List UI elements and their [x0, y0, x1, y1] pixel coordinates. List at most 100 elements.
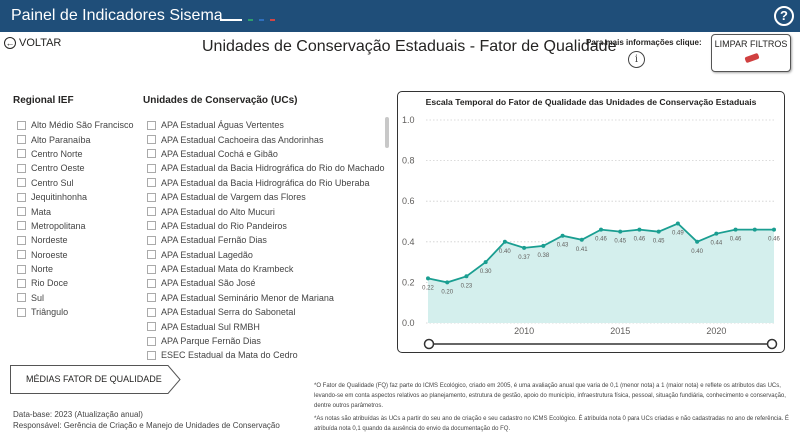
checkbox[interactable] — [147, 307, 156, 317]
checkbox[interactable] — [17, 264, 26, 274]
data-label: 0.44 — [710, 241, 722, 247]
checkbox[interactable] — [17, 149, 26, 159]
uc-item[interactable]: APA Estadual Mata do Krambeck — [147, 262, 384, 276]
checkbox[interactable] — [17, 207, 26, 217]
uc-item-label: APA Estadual Lagedão — [161, 249, 253, 260]
checkbox[interactable] — [17, 235, 26, 245]
regional-item-label: Alto Médio São Francisco — [31, 120, 134, 131]
checkbox[interactable] — [147, 322, 156, 332]
regional-item[interactable]: Triângulo — [17, 305, 134, 319]
checkbox[interactable] — [147, 207, 156, 217]
regional-item-label: Noroeste — [31, 249, 68, 260]
uc-item-label: ESEC Estadual da Mata do Cedro — [161, 350, 298, 361]
y-tick-label: 0.0 — [402, 318, 415, 328]
footnote-1: *O Fator de Qualidade (FQ) faz parte do … — [314, 383, 786, 409]
uc-item[interactable]: APA Estadual Águas Vertentes — [147, 118, 384, 132]
uc-item[interactable]: APA Estadual Sul RMBH — [147, 319, 384, 333]
regional-item[interactable]: Rio Doce — [17, 276, 134, 290]
checkbox[interactable] — [17, 178, 26, 188]
page-title: Unidades de Conservação Estaduais - Fato… — [202, 38, 617, 55]
uc-item[interactable]: ESEC Estadual da Mata do Cedro — [147, 348, 384, 362]
chart-title: Escala Temporal do Fator de Qualidade da… — [426, 97, 757, 107]
uc-item[interactable]: APA Parque Fernão Dias — [147, 334, 384, 348]
data-point — [426, 276, 430, 281]
regional-item[interactable]: Nordeste — [17, 233, 134, 247]
checkbox[interactable] — [147, 250, 156, 260]
checkbox[interactable] — [147, 149, 156, 159]
uc-item[interactable]: APA Estadual da Bacia Hidrográfica do Ri… — [147, 161, 384, 175]
checkbox[interactable] — [17, 250, 26, 260]
chevron-shape — [10, 365, 181, 394]
checkbox[interactable] — [147, 293, 156, 303]
regional-item[interactable]: Centro Norte — [17, 147, 134, 161]
checkbox[interactable] — [147, 163, 156, 173]
checkbox[interactable] — [17, 278, 26, 288]
checkbox[interactable] — [147, 235, 156, 245]
data-point — [752, 227, 757, 232]
info-icon[interactable]: i — [628, 51, 645, 68]
checkbox[interactable] — [17, 120, 26, 130]
y-tick-label: 0.2 — [402, 277, 415, 287]
regional-item-label: Alto Paranaíba — [31, 134, 91, 145]
regional-item-label: Norte — [31, 264, 54, 275]
checkbox[interactable] — [147, 135, 156, 145]
uc-item[interactable]: APA Estadual da Bacia Hidrográfica do Ri… — [147, 176, 384, 190]
checkbox[interactable] — [17, 293, 26, 303]
checkbox[interactable] — [147, 336, 156, 346]
checkbox[interactable] — [17, 307, 26, 317]
ucs-slicer: APA Estadual Águas Vertentes APA Estadual… — [147, 118, 384, 363]
accent-dot — [248, 19, 253, 21]
checkbox[interactable] — [17, 221, 26, 231]
clear-filters-button[interactable]: LIMPAR FILTROS — [711, 34, 791, 72]
uc-item-label: APA Estadual Fernão Dias — [161, 235, 267, 246]
checkbox[interactable] — [147, 178, 156, 188]
averages-label: MÉDIAS FATOR DE QUALIDADE — [26, 374, 162, 384]
checkbox[interactable] — [17, 135, 26, 145]
regional-item[interactable]: Alto Médio São Francisco — [17, 118, 134, 132]
regional-item[interactable]: Norte — [17, 262, 134, 276]
ucs-scrollbar[interactable] — [385, 117, 389, 148]
uc-item[interactable]: APA Estadual Cachoeira das Andorinhas — [147, 132, 384, 146]
uc-item[interactable]: APA Estadual Cochá e Gibão — [147, 147, 384, 161]
data-point — [445, 280, 450, 285]
uc-item-label: APA Estadual São José — [161, 278, 256, 289]
regional-item[interactable]: Metropolitana — [17, 219, 134, 233]
footer-info: Data-base: 2023 (Atualização anual) Resp… — [13, 409, 280, 431]
regional-item[interactable]: Sul — [17, 291, 134, 305]
regional-item-label: Mata — [31, 206, 52, 217]
checkbox[interactable] — [147, 350, 156, 360]
regional-item-label: Metropolitana — [31, 220, 86, 231]
uc-item[interactable]: APA Estadual Serra do Sabonetal — [147, 305, 384, 319]
uc-item[interactable]: APA Estadual do Alto Mucuri — [147, 204, 384, 218]
data-label: 0.45 — [653, 239, 665, 245]
uc-item[interactable]: APA Estadual do Rio Pandeiros — [147, 219, 384, 233]
checkbox[interactable] — [147, 221, 156, 231]
regional-item[interactable]: Mata — [17, 204, 134, 218]
checkbox[interactable] — [147, 278, 156, 288]
uc-item[interactable]: APA Estadual Fernão Dias — [147, 233, 384, 247]
uc-item[interactable]: APA Estadual Lagedão — [147, 248, 384, 262]
slider-start-handle[interactable] — [423, 338, 435, 350]
regional-item[interactable]: Alto Paranaíba — [17, 132, 134, 146]
checkbox[interactable] — [147, 264, 156, 274]
time-series-chart: Escala Temporal do Fator de Qualidade da… — [402, 97, 780, 350]
slider-end-handle[interactable] — [766, 338, 778, 350]
uc-item[interactable]: APA Estadual Seminário Menor de Mariana — [147, 291, 384, 305]
accent-dot — [270, 19, 275, 21]
uc-item[interactable]: APA Estadual São José — [147, 276, 384, 290]
uc-item[interactable]: APA Estadual de Vargem das Flores — [147, 190, 384, 204]
checkbox[interactable] — [147, 120, 156, 130]
help-circle-icon[interactable]: ? — [774, 6, 794, 26]
regional-item[interactable]: Noroeste — [17, 248, 134, 262]
regional-item-label: Nordeste — [31, 235, 68, 246]
averages-button[interactable]: MÉDIAS FATOR DE QUALIDADE — [10, 365, 181, 394]
checkbox[interactable] — [147, 192, 156, 202]
checkbox[interactable] — [17, 163, 26, 173]
regional-item[interactable]: Centro Sul — [17, 176, 134, 190]
checkbox[interactable] — [17, 192, 26, 202]
uc-item-label: APA Parque Fernão Dias — [161, 336, 261, 347]
regional-item[interactable]: Centro Oeste — [17, 161, 134, 175]
regional-item-label: Triângulo — [31, 307, 69, 318]
regional-item[interactable]: Jequitinhonha — [17, 190, 134, 204]
back-button[interactable]: ← VOLTAR — [4, 37, 61, 49]
